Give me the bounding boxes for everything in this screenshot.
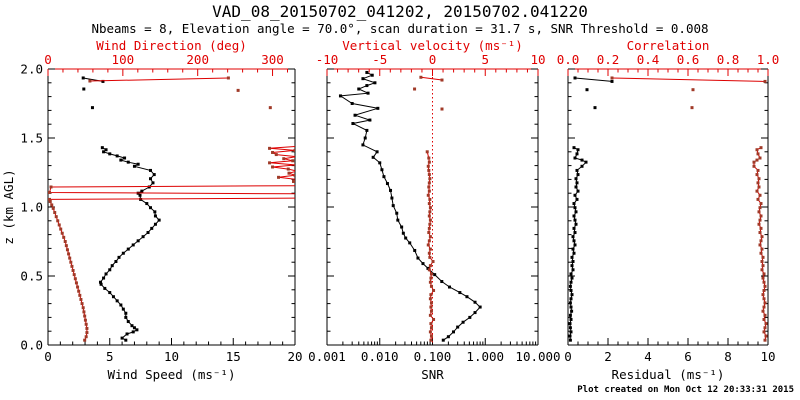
svg-text:z (km AGL): z (km AGL) bbox=[1, 169, 16, 244]
svg-text:0: 0 bbox=[44, 349, 52, 364]
svg-text:Residual (ms⁻¹): Residual (ms⁻¹) bbox=[612, 367, 725, 382]
svg-text:2: 2 bbox=[604, 349, 612, 364]
series-residual_upper bbox=[574, 77, 613, 82]
svg-text:SNR: SNR bbox=[421, 367, 444, 382]
svg-text:Wind Speed (ms⁻¹): Wind Speed (ms⁻¹) bbox=[108, 367, 236, 382]
panel-wind-data bbox=[48, 76, 295, 342]
series-vertical_velocity_upper bbox=[420, 76, 443, 81]
plot-created-timestamp: Plot created on Mon Oct 12 20:33:31 2015 bbox=[577, 385, 794, 395]
svg-text:10: 10 bbox=[164, 349, 179, 364]
svg-text:Vertical velocity (ms⁻¹): Vertical velocity (ms⁻¹) bbox=[342, 38, 523, 53]
svg-text:100: 100 bbox=[112, 52, 135, 67]
series-wind_speed bbox=[99, 147, 160, 341]
panel-snr-data bbox=[338, 69, 482, 345]
series-wind_direction_upper bbox=[89, 77, 229, 82]
svg-text:8: 8 bbox=[724, 349, 732, 364]
svg-text:4: 4 bbox=[644, 349, 652, 364]
svg-text:200: 200 bbox=[186, 52, 209, 67]
panel-residual: 0 2 4 6 8 10 Residual (ms⁻¹) 0.0 0.2 0.4 0.6 0.8 1.0… bbox=[557, 38, 780, 382]
svg-text:Wind Direction (deg): Wind Direction (deg) bbox=[96, 38, 247, 53]
svg-text:0: 0 bbox=[429, 52, 437, 67]
svg-text:1.5: 1.5 bbox=[20, 131, 43, 146]
plot-subtitle: Nbeams = 8, Elevation angle = 70.0°, sca… bbox=[91, 21, 709, 36]
plot-title: VAD_08_20150702_041202, 20150702.041220 bbox=[212, 2, 588, 21]
svg-text:0.5: 0.5 bbox=[20, 269, 43, 284]
series-snr bbox=[339, 71, 481, 341]
svg-text:0.6: 0.6 bbox=[677, 52, 700, 67]
svg-text:5: 5 bbox=[481, 52, 489, 67]
svg-text:0.0: 0.0 bbox=[557, 52, 580, 67]
svg-text:-5: -5 bbox=[372, 52, 387, 67]
svg-text:0.010: 0.010 bbox=[361, 349, 399, 364]
panel-residual-data bbox=[568, 76, 768, 342]
svg-text:1.000: 1.000 bbox=[466, 349, 504, 364]
svg-text:0.2: 0.2 bbox=[597, 52, 620, 67]
svg-text:1.0: 1.0 bbox=[757, 52, 780, 67]
series-wind_direction bbox=[48, 145, 295, 341]
svg-text:300: 300 bbox=[261, 52, 284, 67]
svg-text:0: 0 bbox=[44, 52, 52, 67]
series-correlation_upper bbox=[611, 77, 766, 82]
svg-text:10.000: 10.000 bbox=[515, 349, 560, 364]
svg-text:0: 0 bbox=[564, 349, 572, 364]
svg-text:10: 10 bbox=[530, 52, 545, 67]
svg-text:-10: -10 bbox=[316, 52, 339, 67]
svg-text:0.0: 0.0 bbox=[20, 338, 43, 353]
panel-snr: 0.001 0.010 0.100 1.000 10.000 SNR -10 -5 0 5 10 Ve… bbox=[308, 38, 560, 382]
svg-text:15: 15 bbox=[226, 349, 241, 364]
svg-text:0.100: 0.100 bbox=[414, 349, 452, 364]
svg-text:20: 20 bbox=[287, 349, 302, 364]
svg-text:0.001: 0.001 bbox=[308, 349, 346, 364]
svg-text:0.4: 0.4 bbox=[637, 52, 660, 67]
svg-text:Correlation: Correlation bbox=[627, 38, 710, 53]
svg-text:5: 5 bbox=[106, 349, 114, 364]
svg-text:10: 10 bbox=[760, 349, 775, 364]
svg-text:6: 6 bbox=[684, 349, 692, 364]
svg-text:1.0: 1.0 bbox=[20, 200, 43, 215]
svg-text:2.0: 2.0 bbox=[20, 62, 43, 77]
svg-text:0.8: 0.8 bbox=[717, 52, 740, 67]
series-vertical_velocity bbox=[426, 151, 435, 341]
